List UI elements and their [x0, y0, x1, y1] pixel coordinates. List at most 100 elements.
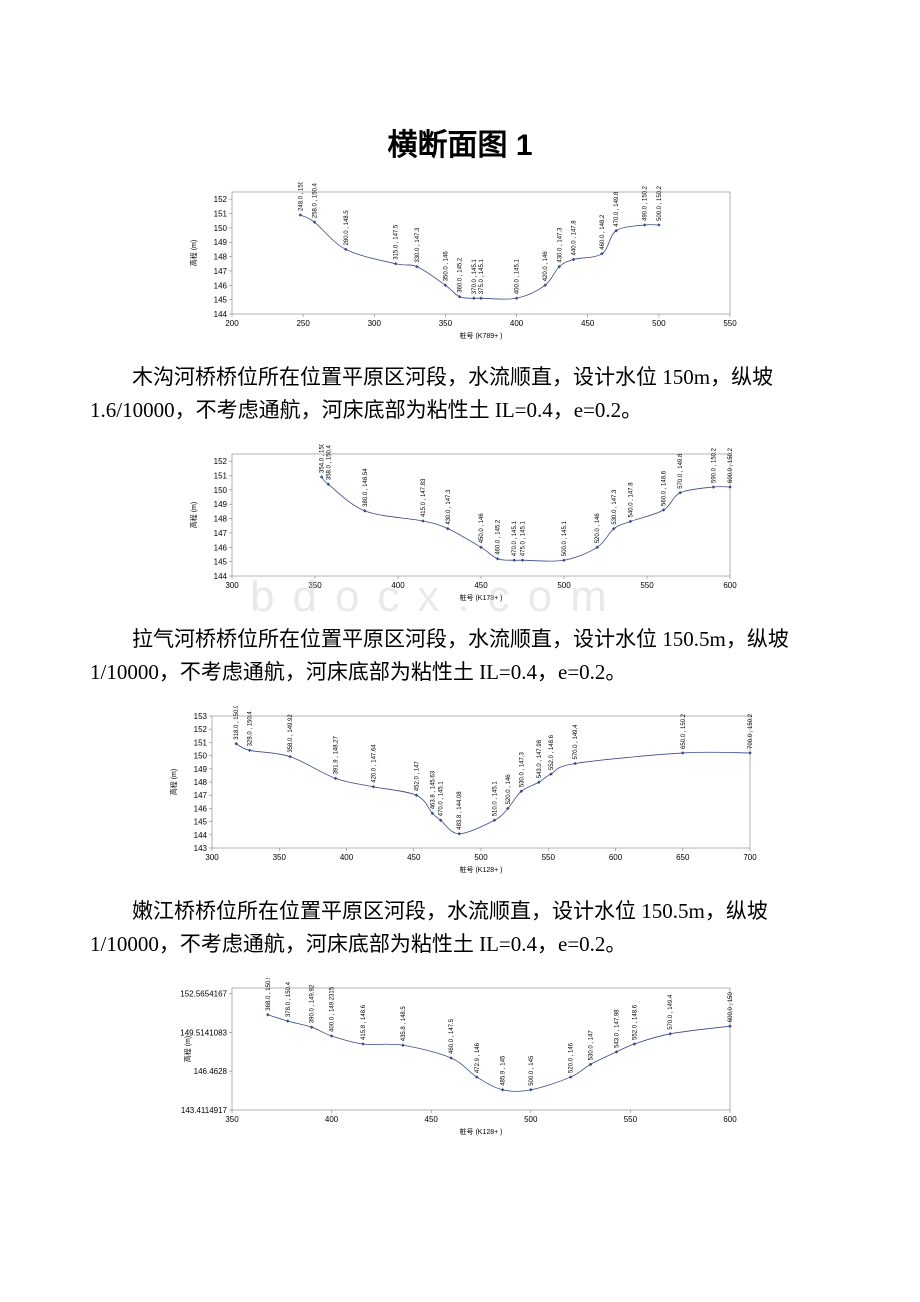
- svg-text:590.0 , 150.2: 590.0 , 150.2: [711, 447, 717, 483]
- svg-text:151: 151: [214, 210, 228, 219]
- svg-text:315.0 , 147.5: 315.0 , 147.5: [394, 224, 400, 260]
- svg-text:570.0 , 149.8: 570.0 , 149.8: [678, 453, 684, 489]
- svg-text:500: 500: [474, 853, 488, 862]
- svg-text:149: 149: [194, 765, 208, 774]
- svg-text:500: 500: [557, 581, 571, 590]
- svg-text:550: 550: [542, 853, 556, 862]
- chart-2-container: 3003504004505005506001441451461471481491…: [180, 444, 740, 609]
- svg-text:375.0 , 145.1: 375.0 , 145.1: [479, 259, 485, 295]
- chart-4: 350400450500550600143.4114917146.4628149…: [180, 978, 740, 1138]
- svg-text:400: 400: [340, 853, 354, 862]
- svg-text:147: 147: [194, 791, 208, 800]
- svg-text:200: 200: [225, 319, 239, 328]
- chart-4-container: 350400450500550600143.4114917146.4628149…: [180, 978, 740, 1143]
- svg-text:700.0 , 150.2: 700.0 , 150.2: [748, 713, 754, 749]
- svg-text:570.0 , 149.4: 570.0 , 149.4: [573, 724, 579, 760]
- svg-text:450: 450: [474, 581, 488, 590]
- svg-text:420.0 , 146: 420.0 , 146: [543, 251, 549, 282]
- svg-text:151: 151: [214, 472, 228, 481]
- svg-text:300: 300: [205, 853, 219, 862]
- svg-text:450: 450: [425, 1115, 439, 1124]
- svg-text:152: 152: [214, 195, 228, 204]
- svg-text:280.0 , 148.5: 280.0 , 148.5: [344, 210, 350, 246]
- svg-text:500.0 , 145: 500.0 , 145: [529, 1055, 535, 1086]
- svg-text:高程 (m): 高程 (m): [169, 769, 178, 795]
- svg-text:450: 450: [581, 319, 595, 328]
- svg-text:415.0 , 147.83: 415.0 , 147.83: [421, 478, 427, 517]
- svg-text:420.0 , 147.64: 420.0 , 147.64: [371, 744, 377, 783]
- svg-text:146.4628: 146.4628: [194, 1067, 228, 1076]
- chart-3: 3003504004505005506006507001431441451461…: [160, 706, 760, 876]
- svg-text:500.0 , 150.2: 500.0 , 150.2: [657, 185, 663, 221]
- svg-text:149: 149: [214, 238, 228, 247]
- svg-text:370.0 , 145.1: 370.0 , 145.1: [472, 259, 478, 295]
- svg-text:500: 500: [652, 319, 666, 328]
- svg-text:146: 146: [214, 281, 228, 290]
- svg-text:390.0 , 149.92: 390.0 , 149.92: [310, 984, 316, 1023]
- svg-text:144: 144: [194, 831, 208, 840]
- svg-text:378.0 , 150.4: 378.0 , 150.4: [286, 982, 292, 1018]
- svg-text:510.0 , 145.1: 510.0 , 145.1: [492, 781, 498, 817]
- svg-text:250: 250: [296, 319, 310, 328]
- svg-text:358.0 , 149.92: 358.0 , 149.92: [288, 714, 294, 753]
- svg-text:高程 (m): 高程 (m): [183, 1036, 192, 1062]
- chart-1-container: 2002503003504004505005501441451461471481…: [180, 182, 740, 347]
- svg-text:470.0 , 145.1: 470.0 , 145.1: [439, 781, 445, 817]
- svg-text:560.0 , 148.6: 560.0 , 148.6: [662, 470, 668, 506]
- svg-text:149: 149: [214, 500, 228, 509]
- svg-text:530.0 , 147.3: 530.0 , 147.3: [519, 752, 525, 788]
- svg-text:475.0 , 145.1: 475.0 , 145.1: [521, 521, 527, 557]
- svg-text:桩号 (K178+ ): 桩号 (K178+ ): [460, 593, 503, 602]
- svg-text:460.0 , 147.5: 460.0 , 147.5: [449, 1019, 455, 1055]
- svg-text:600: 600: [723, 1115, 737, 1124]
- svg-text:600: 600: [609, 853, 623, 862]
- chart-1: 2002503003504004505005501441451461471481…: [180, 182, 740, 342]
- svg-text:152: 152: [194, 725, 208, 734]
- paragraph-1: 木沟河桥桥位所在位置平原区河段，水流顺直，设计水位 150m，纵坡 1.6/10…: [90, 361, 830, 426]
- svg-text:400: 400: [391, 581, 405, 590]
- svg-text:450.0 , 146: 450.0 , 146: [479, 513, 485, 544]
- svg-text:400.0 , 149.2315: 400.0 , 149.2315: [330, 987, 336, 1033]
- svg-text:143: 143: [194, 844, 208, 853]
- svg-text:400.0 , 145.1: 400.0 , 145.1: [515, 259, 521, 295]
- svg-text:570.0 , 149.4: 570.0 , 149.4: [668, 994, 674, 1030]
- svg-text:650.0 , 150.2: 650.0 , 150.2: [681, 713, 687, 749]
- svg-text:700: 700: [743, 853, 757, 862]
- svg-text:桩号 (K128+ ): 桩号 (K128+ ): [460, 1127, 503, 1136]
- svg-text:490.0 , 150.2: 490.0 , 150.2: [643, 185, 649, 221]
- svg-text:145: 145: [194, 818, 208, 827]
- svg-text:552.0 , 148.6: 552.0 , 148.6: [632, 1005, 638, 1041]
- svg-text:328.0 , 150.4: 328.0 , 150.4: [248, 711, 254, 747]
- page-title: 横断面图 1: [90, 120, 830, 164]
- svg-text:600.0 , 150.2: 600.0 , 150.2: [728, 447, 734, 483]
- svg-text:143.4114917: 143.4114917: [181, 1106, 228, 1115]
- svg-text:460.0 , 145.2: 460.0 , 145.2: [496, 519, 502, 555]
- svg-text:148: 148: [194, 778, 208, 787]
- svg-text:148: 148: [214, 253, 228, 262]
- svg-text:258.0 , 150.4: 258.0 , 150.4: [313, 182, 319, 218]
- chart-2: 3003504004505005506001441451461471481491…: [180, 444, 740, 604]
- svg-text:543.0 , 147.98: 543.0 , 147.98: [537, 739, 543, 778]
- svg-text:360.0 , 145.2: 360.0 , 145.2: [458, 257, 464, 293]
- svg-text:150: 150: [214, 486, 228, 495]
- svg-text:354.0 , 150.9: 354.0 , 150.9: [320, 444, 326, 473]
- svg-text:470.0 , 145.1: 470.0 , 145.1: [512, 521, 518, 557]
- svg-text:350: 350: [308, 581, 322, 590]
- svg-text:350: 350: [273, 853, 287, 862]
- svg-text:550: 550: [624, 1115, 638, 1124]
- svg-text:300: 300: [368, 319, 382, 328]
- svg-text:430.0 , 147.3: 430.0 , 147.3: [557, 227, 563, 263]
- svg-text:152: 152: [214, 457, 228, 466]
- svg-text:380.0 , 148.54: 380.0 , 148.54: [363, 468, 369, 507]
- svg-text:483.8 , 144.08: 483.8 , 144.08: [457, 791, 463, 830]
- svg-text:144: 144: [214, 572, 228, 581]
- svg-text:145: 145: [214, 558, 228, 567]
- svg-text:485.9 , 145: 485.9 , 145: [501, 1055, 507, 1086]
- svg-text:600.0 , 150: 600.0 , 150: [728, 992, 734, 1023]
- svg-text:430.0 , 147.3: 430.0 , 147.3: [446, 489, 452, 525]
- svg-text:147: 147: [214, 267, 228, 276]
- svg-text:148: 148: [214, 515, 228, 524]
- svg-text:460.0 , 148.2: 460.0 , 148.2: [600, 214, 606, 250]
- svg-text:463.8 , 145.63: 463.8 , 145.63: [430, 770, 436, 809]
- svg-text:530.0 , 147.3: 530.0 , 147.3: [612, 489, 618, 525]
